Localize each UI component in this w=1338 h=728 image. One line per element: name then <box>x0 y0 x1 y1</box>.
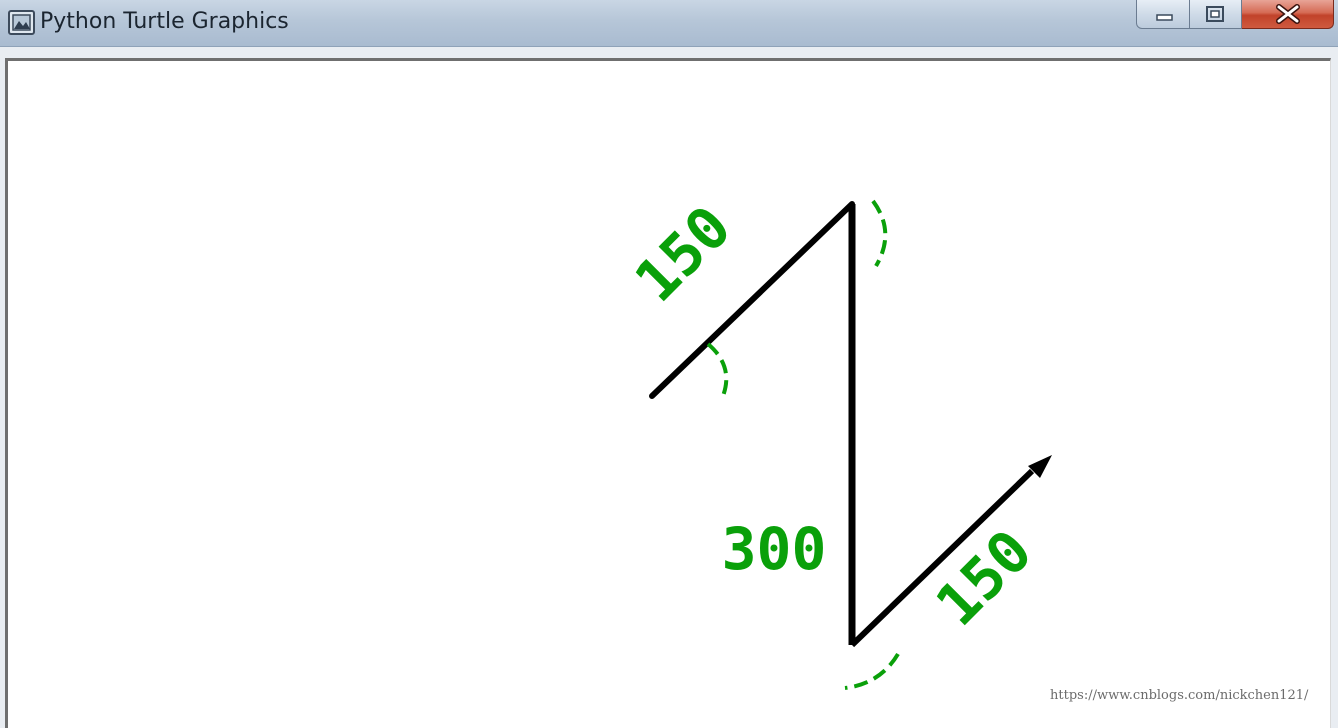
close-button[interactable] <box>1242 0 1334 29</box>
angle-arc-top <box>871 199 888 268</box>
label-first-segment: 150 <box>622 193 744 315</box>
angle-arc-bottom <box>844 652 900 690</box>
maximize-icon <box>1206 6 1224 22</box>
label-middle-segment: 300 <box>722 515 827 583</box>
window-title: Python Turtle Graphics <box>40 9 289 34</box>
turtle-app-icon[interactable] <box>8 9 36 37</box>
close-icon <box>1276 4 1300 24</box>
segment-first <box>649 201 855 399</box>
angle-arc-start <box>706 342 729 397</box>
minimize-icon <box>1156 14 1173 21</box>
turtle-canvas[interactable]: 150 300 150 <box>5 58 1331 728</box>
watermark-text: https://www.cnblogs.com/nickchen121/ <box>1050 688 1309 703</box>
segment-last <box>849 468 1035 648</box>
turtle-arrow-icon <box>1028 455 1052 478</box>
maximize-button[interactable] <box>1190 0 1242 29</box>
window-controls <box>1136 0 1334 31</box>
label-last-segment: 150 <box>923 517 1045 639</box>
minimize-button[interactable] <box>1136 0 1190 29</box>
title-bar[interactable]: Python Turtle Graphics <box>0 0 1338 47</box>
